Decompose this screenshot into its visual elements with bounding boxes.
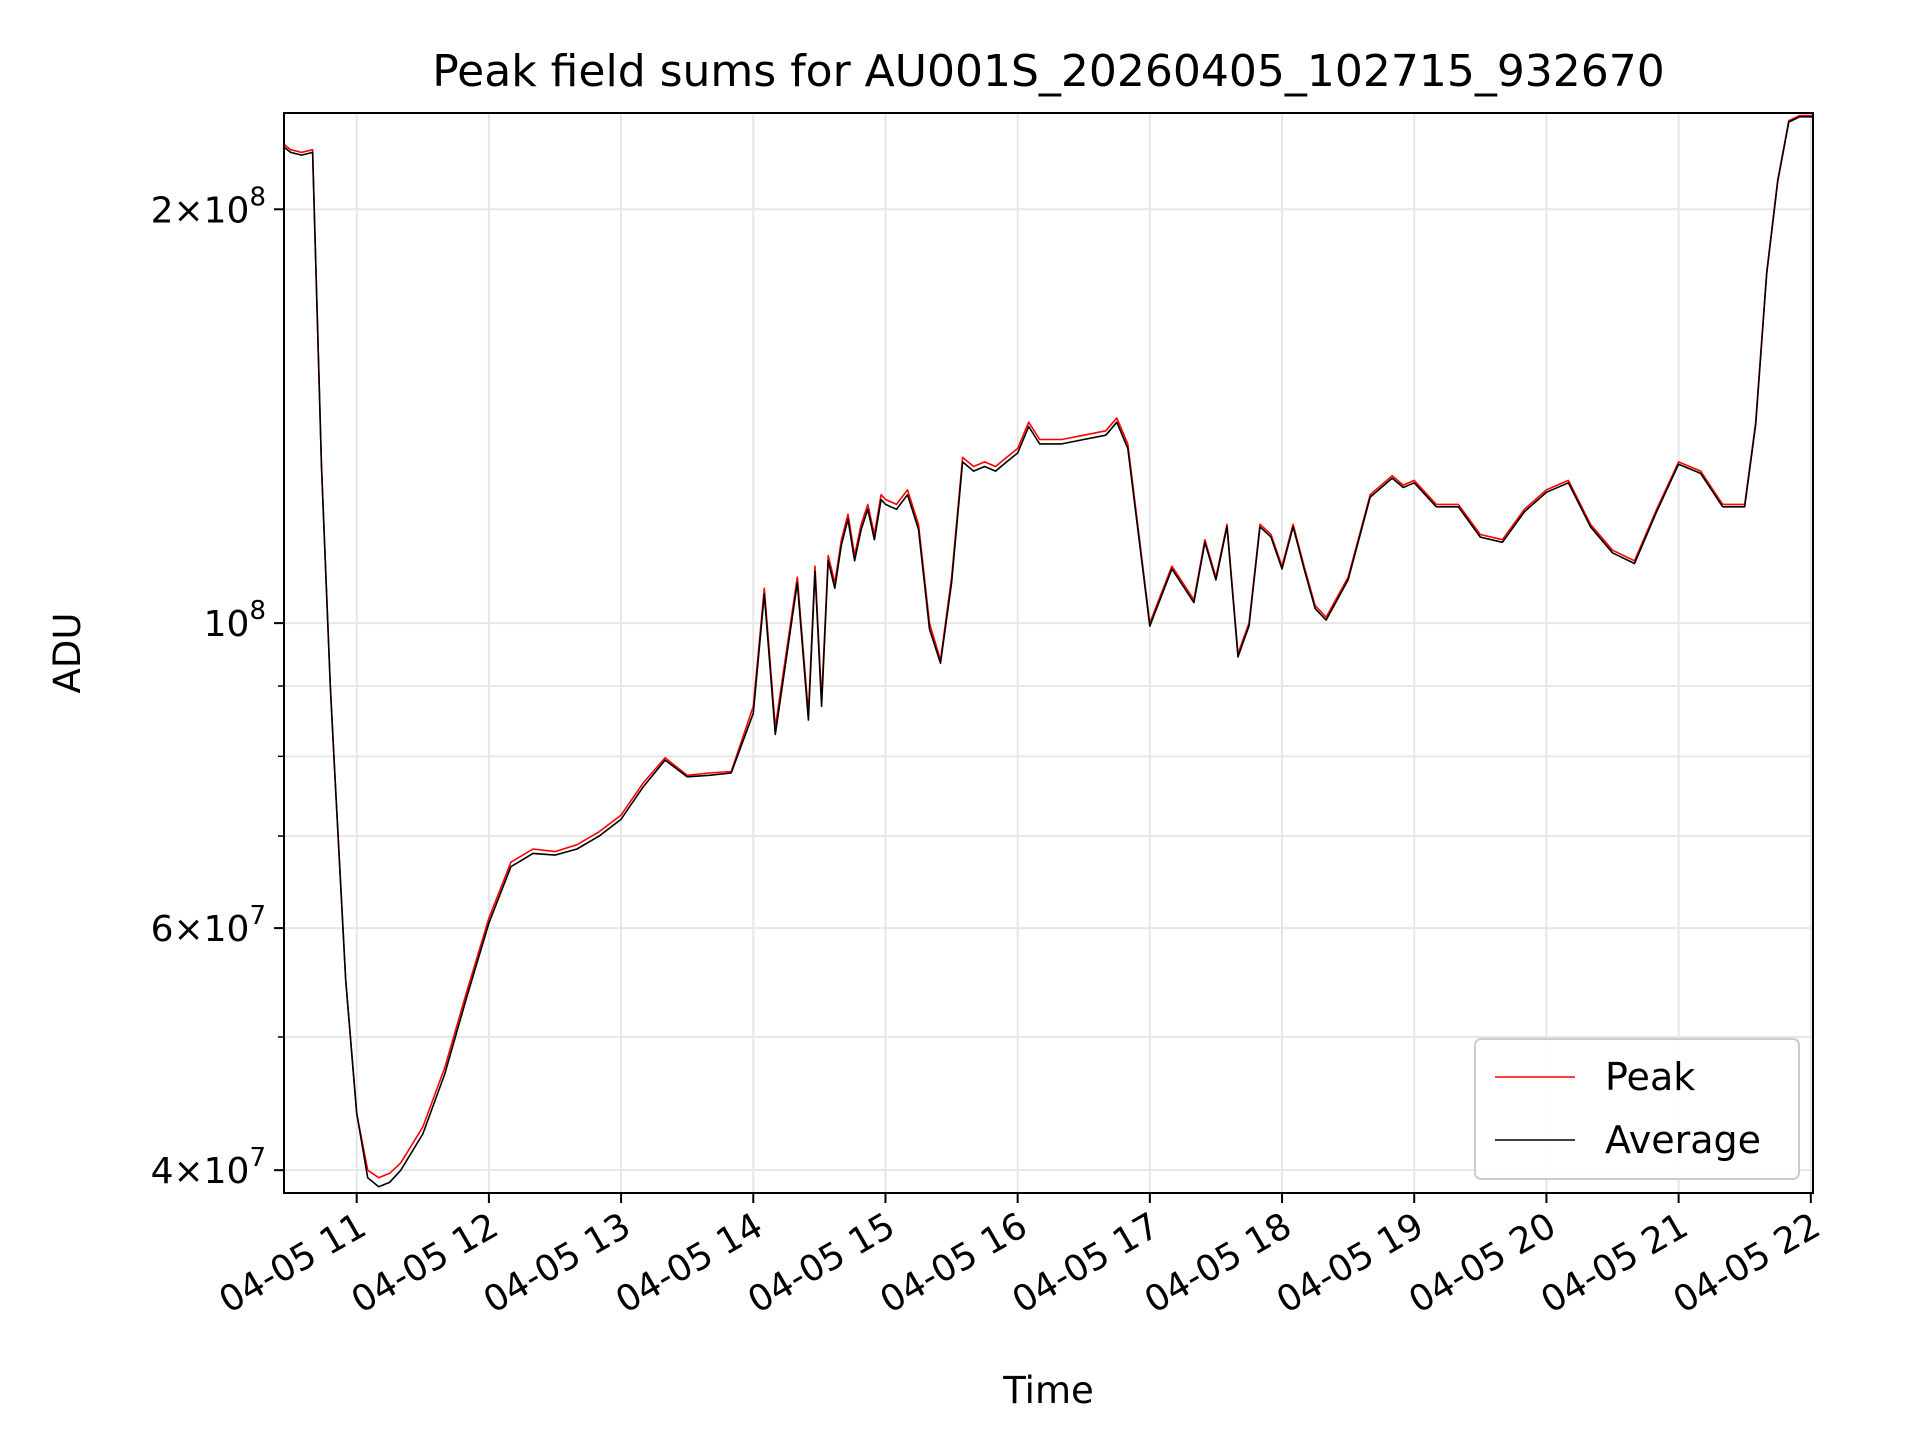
y-tick-label: 2×108 xyxy=(151,182,266,231)
y-tick-exponent: 8 xyxy=(249,596,266,626)
plot-lines xyxy=(283,114,1813,1188)
grid xyxy=(284,113,1813,1193)
series-line-peak xyxy=(283,114,1813,1179)
y-tick-exponent: 7 xyxy=(249,1143,266,1173)
y-tick-base: 4 xyxy=(151,1151,174,1192)
chart-title: Peak field sums for AU001S_20260405_1027… xyxy=(432,46,1665,97)
plot-frame xyxy=(283,112,1814,1194)
series-line-average xyxy=(283,116,1813,1188)
y-tick-exponent: 8 xyxy=(249,182,266,212)
y-tick-exponent: 7 xyxy=(249,901,266,931)
y-tick-times: × xyxy=(173,1151,203,1192)
y-tick-times: × xyxy=(173,909,203,950)
y-tick-base: 2 xyxy=(151,190,174,231)
legend-label-peak: Peak xyxy=(1605,1055,1695,1099)
y-tick-ten: 10 xyxy=(204,1151,250,1192)
y-tick-label: 108 xyxy=(204,596,266,645)
y-tick-times: × xyxy=(173,190,203,231)
y-tick-label: 4×107 xyxy=(151,1143,266,1192)
y-tick-ten: 10 xyxy=(204,190,250,231)
y-tick-base: 6 xyxy=(151,909,174,950)
x-axis-label: Time xyxy=(1002,1369,1094,1412)
legend-box xyxy=(1474,1038,1800,1180)
y-tick-label: 6×107 xyxy=(151,901,266,950)
legend-label-average: Average xyxy=(1605,1118,1761,1162)
legend: Peak Average xyxy=(1474,1038,1800,1180)
y-tick-ten: 10 xyxy=(204,909,250,950)
y-tick-ten: 10 xyxy=(204,604,250,645)
y-axis-label: ADU xyxy=(46,613,89,694)
